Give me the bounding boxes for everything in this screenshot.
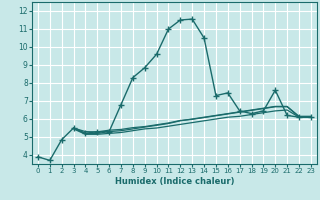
X-axis label: Humidex (Indice chaleur): Humidex (Indice chaleur) bbox=[115, 177, 234, 186]
